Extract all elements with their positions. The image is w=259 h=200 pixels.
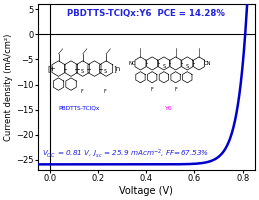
Y-axis label: Current density (mA/cm²): Current density (mA/cm²): [4, 33, 13, 141]
Text: PBDTTS-TClQx:Y6  PCE = 14.28%: PBDTTS-TClQx:Y6 PCE = 14.28%: [67, 9, 225, 18]
X-axis label: Voltage (V): Voltage (V): [119, 186, 173, 196]
Text: $V_{OC}$ = 0.81 V, $J_{sc}$ = 25.9 mAcm$^{-2}$, FF=67.53%: $V_{OC}$ = 0.81 V, $J_{sc}$ = 25.9 mAcm$…: [42, 147, 209, 160]
